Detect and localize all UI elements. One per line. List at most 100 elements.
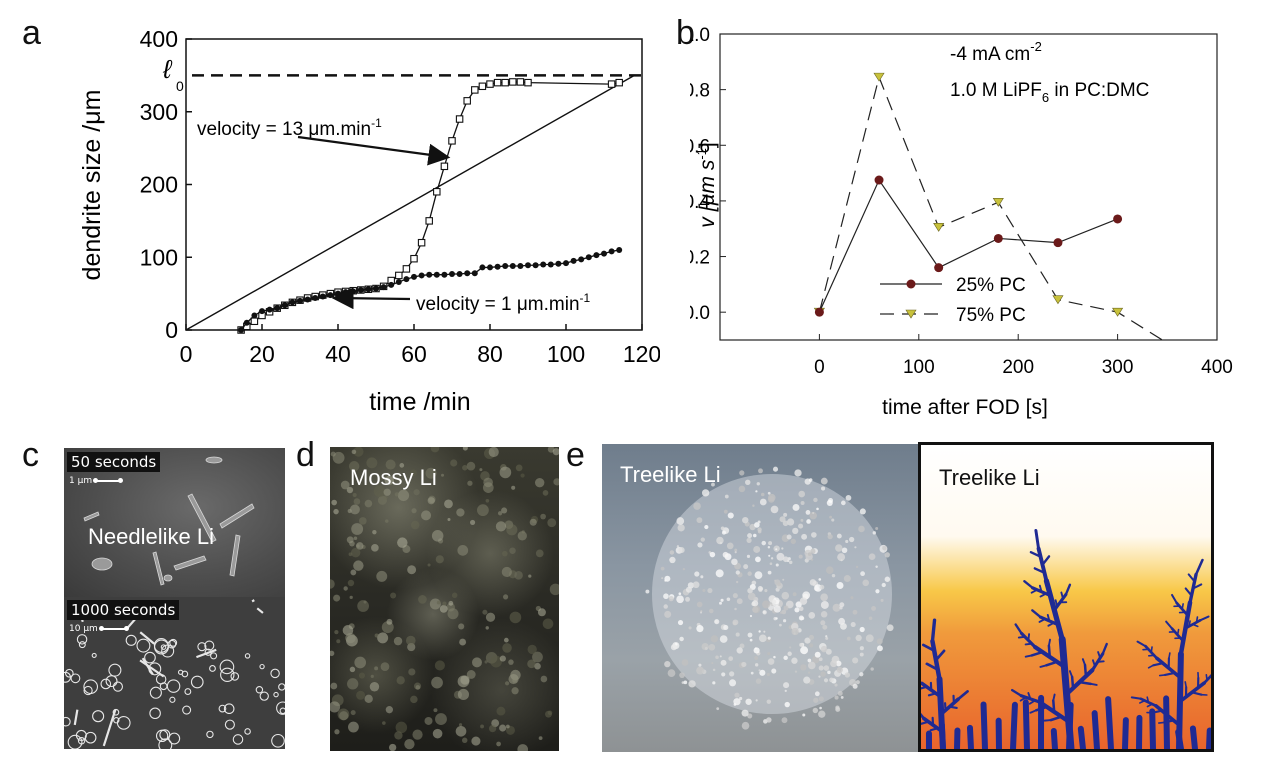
crystal-grain: [755, 490, 758, 493]
crystal-grain: [754, 656, 759, 660]
crystal-grain: [685, 586, 692, 593]
dendrite-branch: [1034, 705, 1049, 712]
scalebar-1um-text: 1 µm: [69, 476, 93, 486]
sem-particle: [155, 729, 169, 742]
sem-particle: [64, 671, 72, 683]
sem-particle: [206, 730, 214, 739]
moss-grain: [466, 461, 476, 471]
crystal-grain: [835, 544, 843, 552]
dendrite-branch: [925, 662, 940, 671]
crystal-grain: [773, 655, 776, 659]
dendrite-branch: [1195, 616, 1199, 624]
crystal-grain: [759, 498, 767, 506]
sem-particle: [218, 704, 227, 713]
crystal-grain: [676, 545, 680, 548]
data-point-circle: [608, 248, 615, 255]
crystal-grain: [826, 499, 833, 506]
sem-particle: [244, 653, 251, 659]
dendrite-finger: [1206, 727, 1211, 749]
crystal-grain: [726, 597, 731, 602]
data-point-75pc: [873, 72, 885, 82]
crystal-grain: [712, 681, 716, 685]
dendrite-branch: [1038, 618, 1046, 623]
crystal-grain: [779, 516, 786, 523]
moss-grain: [537, 608, 546, 617]
crystal-grain: [775, 617, 778, 620]
crystal-grain: [875, 589, 880, 594]
x-tick-label-b: 200: [1002, 357, 1034, 378]
series-line-75pc: [818, 75, 1163, 340]
crystal-grain: [670, 644, 677, 651]
data-point-square: [471, 86, 479, 94]
moss-grain: [534, 477, 545, 488]
y-tick-label-b: 0.4: [690, 192, 710, 213]
data-point-circle: [274, 305, 281, 312]
crystal-grain: [868, 553, 876, 561]
crystal-grain: [664, 575, 671, 582]
moss-grain: [540, 675, 548, 683]
crystal-grain: [664, 610, 672, 618]
crystal-grain: [719, 655, 722, 658]
crystal-grain: [724, 494, 729, 499]
dendrite-branch: [1030, 588, 1039, 594]
dendrite-branch: [1038, 584, 1043, 593]
crystal-grain: [752, 504, 755, 507]
y-tick-label-b: 1.0: [690, 25, 710, 46]
crystal-grain: [818, 657, 823, 662]
moss-grain: [356, 690, 366, 700]
crystal-grain: [783, 512, 788, 517]
dendrite-branch: [921, 685, 928, 690]
moss-grain: [509, 611, 522, 624]
moss-grain: [435, 555, 444, 564]
data-point-circle: [373, 285, 379, 292]
moss-grain: [462, 464, 468, 471]
crystal-grain: [803, 676, 811, 684]
tree-cluster: [652, 474, 892, 714]
moss-grain: [482, 609, 488, 615]
moss-grain: [349, 595, 353, 600]
dendrite-branch: [1045, 660, 1059, 667]
crystal-grain: [739, 696, 743, 701]
sem-particle: [209, 665, 216, 672]
crystal-grain: [812, 511, 815, 515]
moss-grain: [435, 713, 447, 726]
moss-grain: [374, 666, 379, 671]
moss-grain: [343, 586, 348, 591]
moss-grain: [410, 469, 417, 477]
crystal-grain: [820, 620, 826, 626]
moss-grain: [358, 672, 366, 679]
sem-particle: [113, 717, 120, 724]
data-point-75pc: [1112, 307, 1124, 317]
crystal-grain: [704, 524, 709, 530]
label-treelike-photo: Treelike Li: [620, 462, 721, 487]
crystal-grain: [882, 545, 887, 551]
moss-grain: [450, 459, 458, 467]
crystal-grain: [786, 518, 795, 526]
crystal-grain: [746, 554, 751, 559]
moss-grain: [353, 498, 361, 505]
crystal-grain: [688, 626, 692, 630]
dendrite-branch: [1165, 620, 1174, 630]
data-point-25pc: [874, 175, 884, 185]
dendrite-branch: [1039, 592, 1047, 598]
moss-grain: [502, 643, 512, 653]
crystal-grain: [678, 546, 685, 554]
crystal-grain: [722, 551, 729, 558]
crystal-grain: [758, 630, 761, 633]
sem-particle: [160, 644, 167, 650]
dendrite-branch: [1158, 674, 1166, 677]
data-point-square: [425, 217, 433, 225]
sem-particle: [220, 667, 235, 683]
dendrite-finger: [1149, 708, 1156, 749]
sem-particle: [259, 691, 269, 701]
data-point-square: [455, 115, 464, 123]
crystal-grain: [679, 636, 684, 642]
sem-particle: [153, 638, 169, 653]
crystal-grain: [792, 503, 800, 511]
crystal-grain: [716, 536, 724, 545]
crystal-grain: [767, 636, 771, 640]
crystal-grain: [818, 665, 824, 671]
crystal-grain: [734, 551, 737, 554]
crystal-grain: [727, 512, 734, 519]
crystal-grain: [827, 533, 833, 540]
